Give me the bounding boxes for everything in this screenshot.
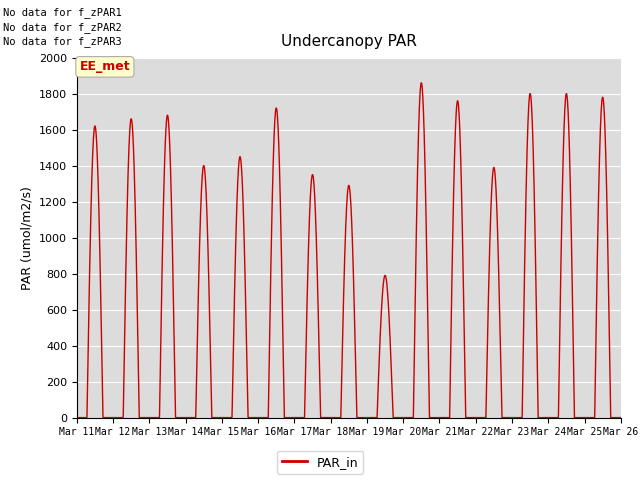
Text: No data for f_zPAR3: No data for f_zPAR3: [3, 36, 122, 47]
Text: No data for f_zPAR2: No data for f_zPAR2: [3, 22, 122, 33]
Y-axis label: PAR (umol/m2/s): PAR (umol/m2/s): [20, 186, 33, 289]
Title: Undercanopy PAR: Undercanopy PAR: [281, 35, 417, 49]
Text: No data for f_zPAR1: No data for f_zPAR1: [3, 7, 122, 18]
Legend: PAR_in: PAR_in: [276, 451, 364, 474]
Text: EE_met: EE_met: [79, 60, 130, 73]
